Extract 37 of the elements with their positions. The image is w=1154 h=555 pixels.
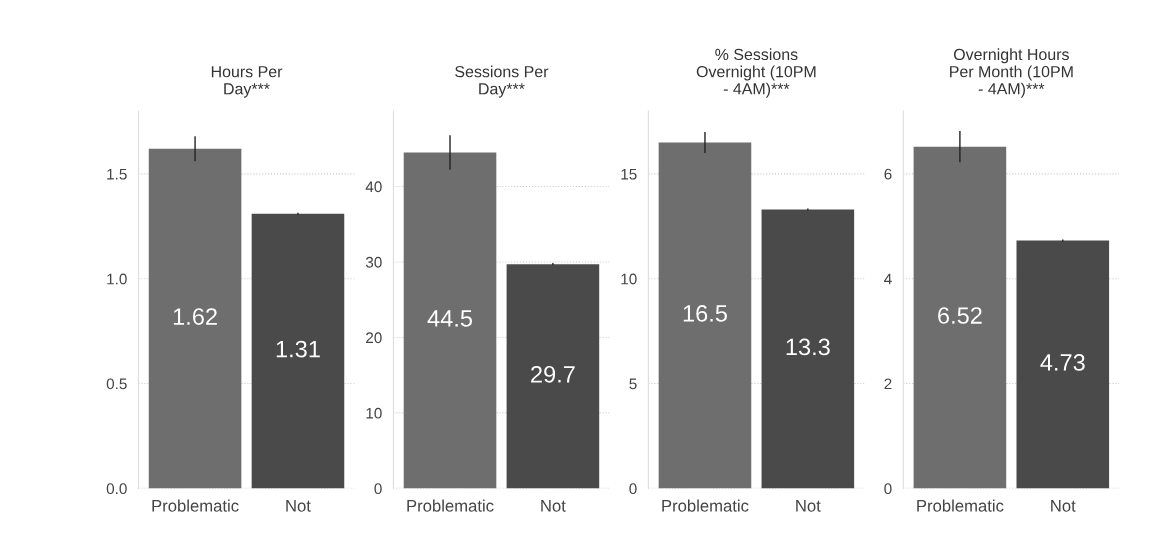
y-tick-label: 40: [365, 181, 382, 193]
chart-title: % Sessions Overnight (10PM - 4AM)***: [696, 48, 816, 98]
y-tick-label: 0.0: [106, 483, 127, 495]
data-label: 6.52: [938, 307, 982, 324]
y-tick-label: 1.0: [107, 273, 127, 285]
y-tick-label: 1.5: [107, 168, 127, 180]
y-tick-label: 30: [365, 256, 382, 268]
data-label: 1.31: [276, 340, 320, 358]
y-tick-label: 10: [366, 407, 382, 419]
chart-title: Overnight Hours Per Month (10PM - 4AM)***: [950, 48, 1073, 98]
x-tick-label: Problematic: [662, 499, 749, 512]
data-label: 1.62: [173, 308, 217, 325]
y-tick-label: 5: [629, 378, 637, 390]
chart-title: Hours Per Day***: [211, 66, 283, 98]
data-label: 29.7: [531, 365, 575, 383]
x-tick-label: Problematic: [152, 499, 239, 512]
x-tick-label: Not: [541, 500, 566, 512]
x-tick-label: Problematic: [917, 499, 1004, 512]
y-tick-label: 6: [884, 168, 892, 180]
y-tick-label: 15: [621, 168, 637, 180]
x-tick-label: Problematic: [407, 499, 494, 512]
data-label: 16.5: [683, 305, 727, 322]
y-tick-label: 0.5: [106, 378, 127, 390]
y-tick-label: 20: [366, 332, 382, 344]
chart-title: Sessions Per Day***: [455, 65, 549, 98]
y-tick-label: 4: [884, 273, 892, 285]
x-tick-label: Not: [286, 500, 311, 512]
y-tick-label: 0: [374, 483, 382, 495]
y-tick-label: 0: [629, 483, 637, 495]
y-tick-label: 0: [884, 483, 892, 495]
y-tick-label: 10: [621, 273, 637, 285]
data-label: 13.3: [786, 338, 830, 356]
data-label: 44.5: [427, 310, 472, 327]
data-label: 4.73: [1040, 354, 1085, 371]
x-tick-label: Not: [1051, 500, 1076, 512]
y-tick-label: 2: [884, 378, 892, 390]
x-tick-label: Not: [796, 500, 821, 512]
